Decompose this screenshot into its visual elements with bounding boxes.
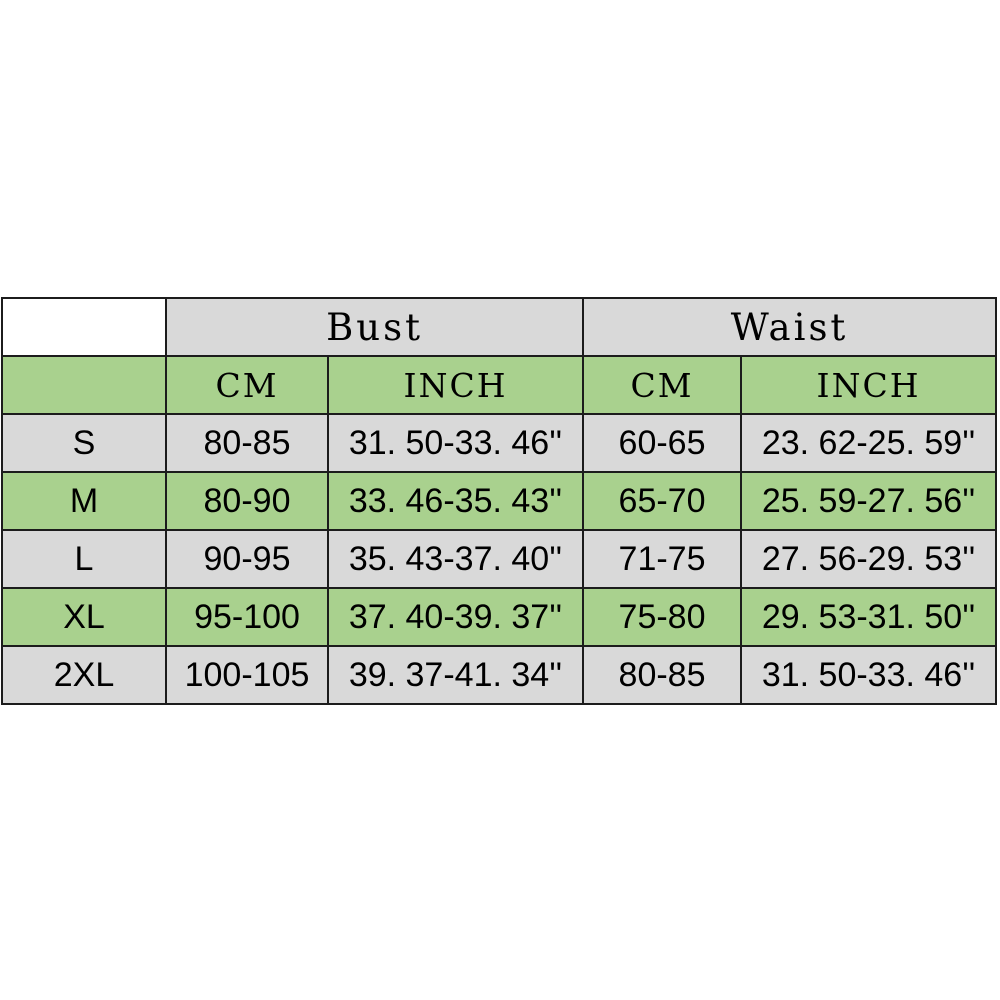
bust-inch-value: 33. 46-35. 43'' — [326, 471, 585, 531]
bust-cm-header: CM — [165, 355, 329, 415]
bust-group-header: Bust — [164, 297, 585, 357]
table-row-l: L 90-95 35. 43-37. 40'' 71-75 27. 56-29.… — [1, 529, 998, 589]
bust-cm-value: 95-100 — [165, 587, 329, 647]
table-row-m: M 80-90 33. 46-35. 43'' 65-70 25. 59-27.… — [1, 471, 998, 531]
size-label: XL — [1, 587, 167, 647]
waist-cm-value: 60-65 — [582, 413, 743, 473]
waist-inch-header: INCH — [740, 355, 998, 415]
waist-inch-value: 23. 62-25. 59'' — [740, 413, 998, 473]
size-label: L — [1, 529, 167, 589]
waist-cm-header: CM — [582, 355, 743, 415]
unit-header-row: CM INCH CM INCH — [1, 355, 998, 415]
waist-inch-value: 31. 50-33. 46'' — [740, 645, 998, 705]
waist-cm-value: 71-75 — [582, 529, 743, 589]
size-chart-table: Bust Waist CM INCH CM INCH S 80-85 31. 5… — [1, 297, 998, 705]
size-label: 2XL — [1, 645, 167, 705]
bust-cm-value: 80-85 — [165, 413, 329, 473]
waist-inch-value: 29. 53-31. 50'' — [740, 587, 998, 647]
bust-inch-value: 37. 40-39. 37'' — [326, 587, 585, 647]
bust-inch-value: 39. 37-41. 34'' — [326, 645, 585, 705]
size-label: M — [1, 471, 167, 531]
bust-inch-header: INCH — [326, 355, 585, 415]
table-row-xl: XL 95-100 37. 40-39. 37'' 75-80 29. 53-3… — [1, 587, 998, 647]
bust-cm-value: 100-105 — [165, 645, 329, 705]
waist-group-header: Waist — [582, 297, 998, 357]
bust-inch-value: 31. 50-33. 46'' — [326, 413, 585, 473]
waist-cm-value: 65-70 — [582, 471, 743, 531]
unit-header-empty-cell — [1, 355, 167, 415]
size-label: S — [1, 413, 167, 473]
corner-empty-cell — [1, 297, 167, 357]
bust-inch-value: 35. 43-37. 40'' — [326, 529, 585, 589]
waist-inch-value: 27. 56-29. 53'' — [740, 529, 998, 589]
table-row-2xl: 2XL 100-105 39. 37-41. 34'' 80-85 31. 50… — [1, 645, 998, 705]
group-header-row: Bust Waist — [1, 297, 998, 357]
bust-cm-value: 90-95 — [165, 529, 329, 589]
waist-cm-value: 80-85 — [582, 645, 743, 705]
table-row-s: S 80-85 31. 50-33. 46'' 60-65 23. 62-25.… — [1, 413, 998, 473]
waist-inch-value: 25. 59-27. 56'' — [740, 471, 998, 531]
bust-cm-value: 80-90 — [165, 471, 329, 531]
waist-cm-value: 75-80 — [582, 587, 743, 647]
